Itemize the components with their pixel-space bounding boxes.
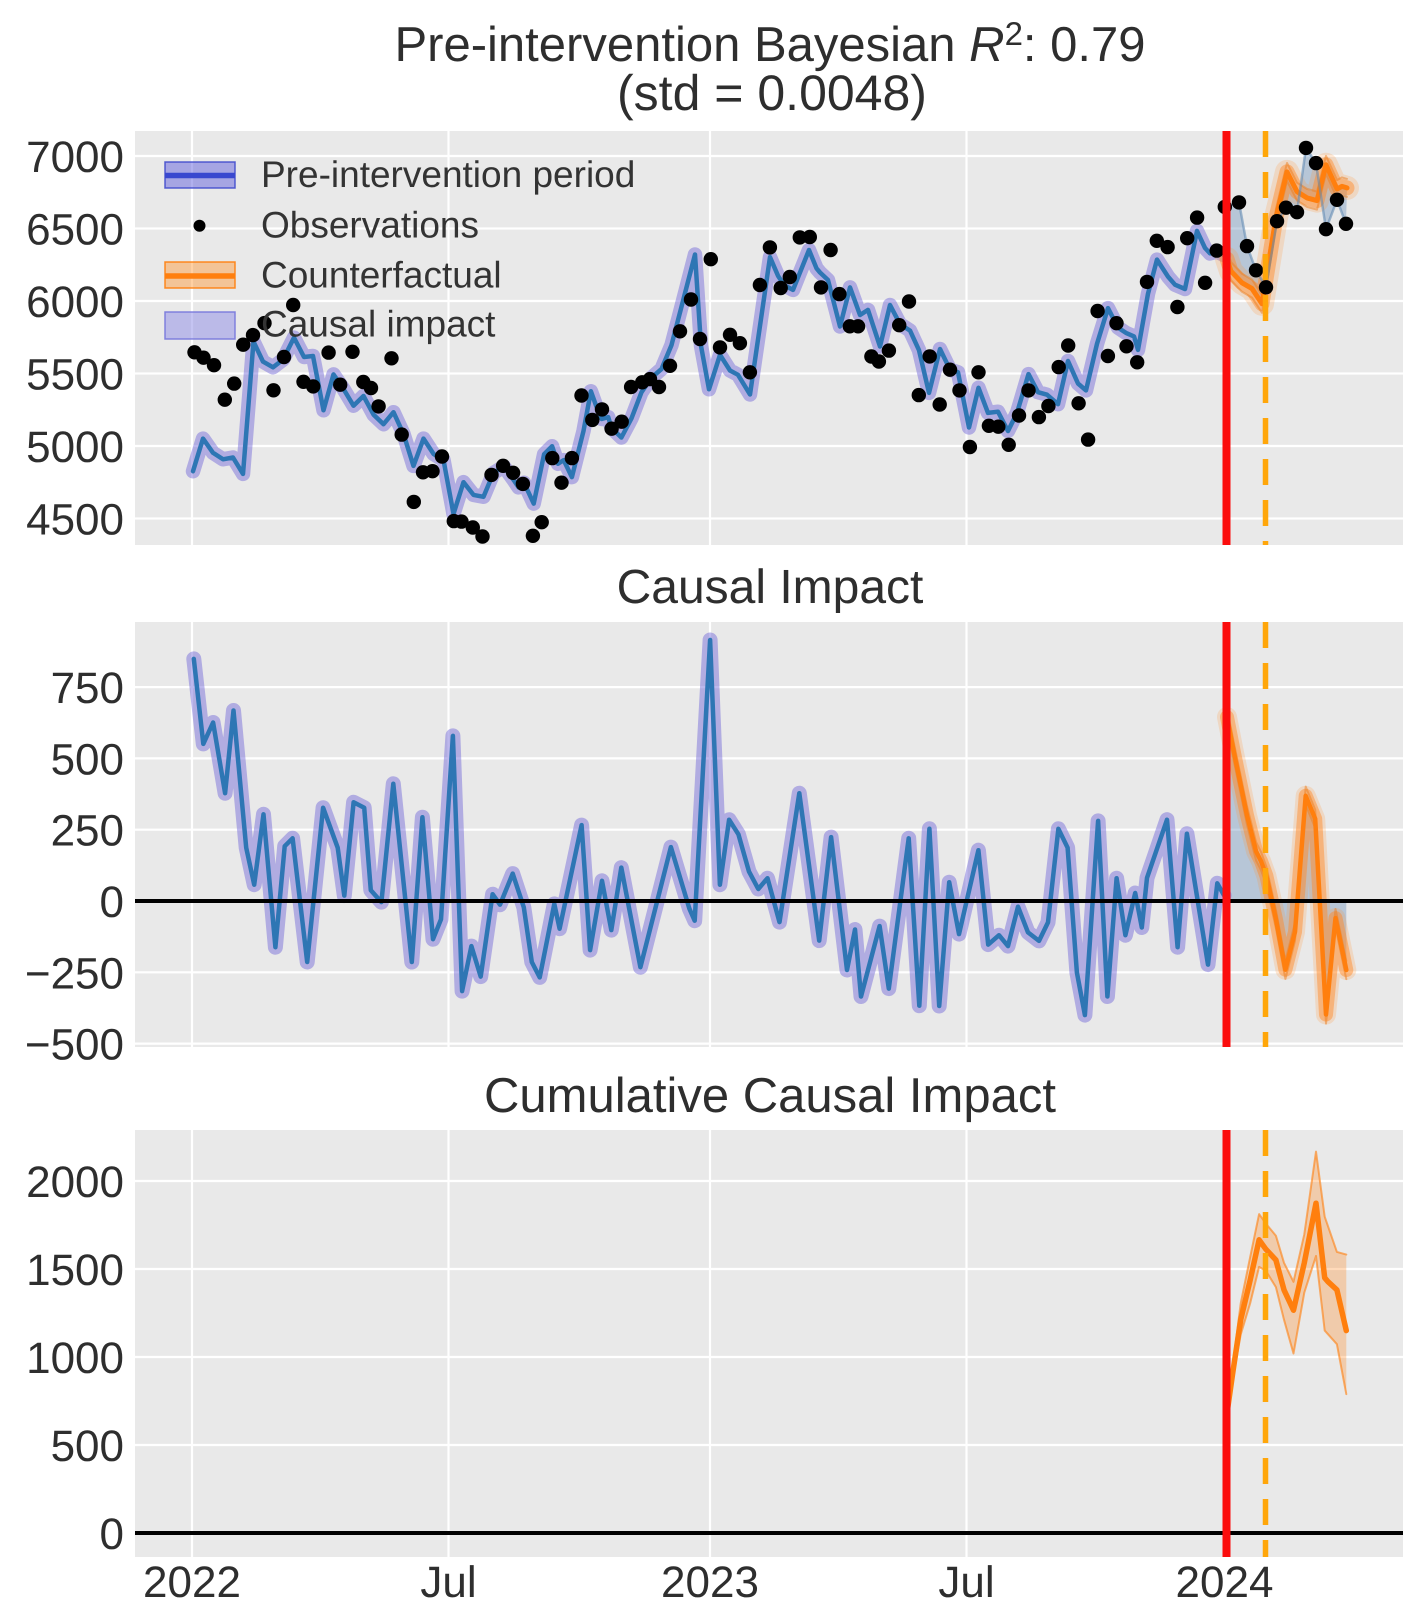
svg-text:5000: 5000 [26, 423, 124, 472]
svg-text:−500: −500 [25, 1021, 124, 1070]
svg-text:1500: 1500 [26, 1246, 124, 1295]
svg-text:2000: 2000 [26, 1158, 124, 1207]
svg-text:2023: 2023 [661, 1558, 759, 1607]
svg-text:500: 500 [51, 735, 124, 784]
svg-text:Causal impact: Causal impact [261, 304, 496, 345]
svg-text:2024: 2024 [1176, 1558, 1274, 1607]
svg-text:500: 500 [51, 1422, 124, 1471]
svg-text:Jul: Jul [938, 1558, 994, 1607]
svg-text:Pre-intervention period: Pre-intervention period [261, 154, 635, 195]
svg-text:750: 750 [51, 664, 124, 713]
svg-text:Counterfactual: Counterfactual [261, 255, 502, 296]
svg-text:Pre-intervention Bayesian R2:: Pre-intervention Bayesian R2: 0.79 [394, 15, 1145, 72]
svg-text:2022: 2022 [143, 1558, 241, 1607]
svg-text:5500: 5500 [26, 351, 124, 400]
svg-text:250: 250 [51, 807, 124, 856]
svg-text:Observations: Observations [261, 205, 479, 246]
svg-text:Jul: Jul [420, 1558, 476, 1607]
svg-text:6500: 6500 [26, 206, 124, 255]
svg-text:7000: 7000 [26, 133, 124, 182]
svg-text:(std = 0.0048): (std = 0.0048) [617, 65, 927, 121]
svg-text:1000: 1000 [26, 1334, 124, 1383]
svg-text:−250: −250 [25, 949, 124, 998]
svg-text:Causal Impact: Causal Impact [617, 561, 924, 614]
svg-text:4500: 4500 [26, 496, 124, 545]
svg-text:0: 0 [100, 1510, 124, 1559]
svg-text:6000: 6000 [26, 278, 124, 327]
svg-text:0: 0 [100, 878, 124, 927]
svg-text:Cumulative Causal Impact: Cumulative Causal Impact [484, 1069, 1056, 1123]
